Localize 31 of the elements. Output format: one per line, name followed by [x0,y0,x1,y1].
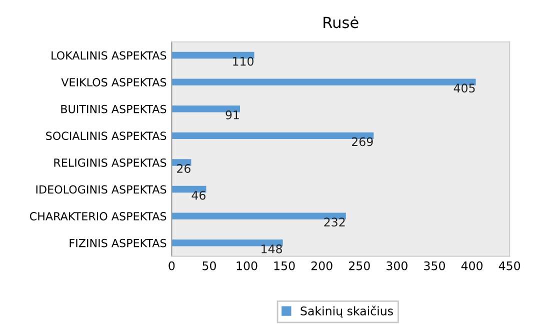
x-tick-label: 350 [424,261,445,270]
bar [172,159,192,166]
y-tick-label: FIZINIS ASPEKTAS [70,238,166,248]
y-tick-label: LOKALINIS ASPEKTAS [52,51,166,60]
bar [172,212,346,220]
x-tick-label: 450 [498,261,520,270]
x-tick-label: 100 [236,261,258,270]
y-tick-label: SOCIALINIS ASPEKTAS [46,132,166,140]
data-label: 91 [226,110,239,120]
y-tick-label: RELIGINIS ASPEKTAS [54,158,166,167]
data-label: 110 [233,56,254,66]
x-tick-label: 150 [274,261,295,270]
x-tick-label: 0 [168,261,175,270]
x-tick-label: 300 [386,261,408,270]
x-tick-label: 50 [202,261,216,270]
x-tick-label: 250 [348,261,370,270]
bar [172,78,476,86]
data-label: 26 [177,164,190,173]
y-tick-label: VEIKLOS ASPEKTAS [61,78,166,86]
data-label: 46 [192,190,206,200]
data-label: 405 [454,84,475,93]
x-tick-label: 400 [461,261,483,270]
chart-title: Rusė [324,16,358,28]
data-label: 269 [352,137,373,146]
data-label: 148 [262,244,282,254]
x-tick-label: 200 [311,261,332,270]
y-tick-label: IDEOLOGINIS ASPEKTAS [36,185,166,194]
data-label: 232 [324,218,345,227]
legend-label: Sakinių skaičius [300,306,393,318]
y-tick-label: CHARAKTERIO ASPEKTAS [30,212,166,220]
y-tick-label: BUITINIS ASPEKTAS [61,104,166,114]
